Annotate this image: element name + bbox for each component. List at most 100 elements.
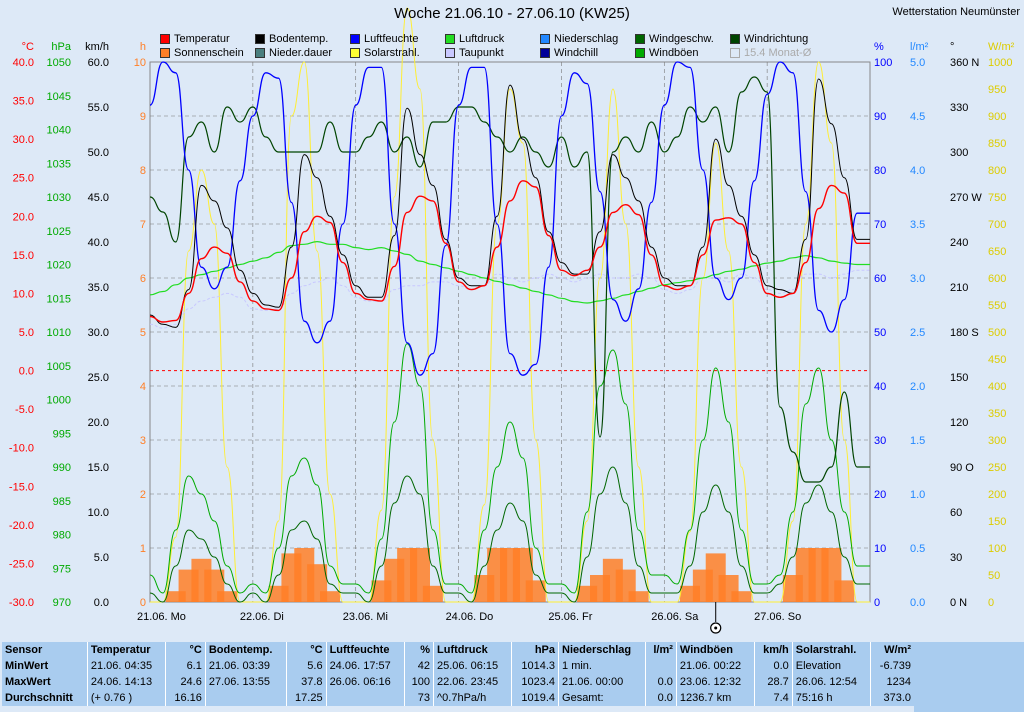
axis-tick-humidity: 60 — [874, 273, 886, 285]
axis-tick-sun: 5 — [140, 327, 146, 339]
legend-item: Niederschlag — [540, 32, 618, 45]
axis-tick-solar: 600 — [988, 273, 1006, 285]
axis-tick-temp: 25.0 — [13, 173, 34, 185]
stats-header-row: Sensor Temperatur °C Bodentemp. °C Luftfeucht… — [2, 642, 914, 658]
legend-item: Luftdruck — [445, 32, 504, 45]
axis-tick-direction: 60 — [950, 507, 962, 519]
axis-tick-temp: -15.0 — [9, 481, 34, 493]
legend-item: Windgeschw. — [635, 32, 714, 45]
legend-label: Windrichtung — [744, 32, 809, 45]
series-pressure — [149, 240, 870, 304]
legend-swatch — [350, 33, 360, 44]
axis-tick-pressure: 1050 — [47, 57, 71, 69]
legend-swatch — [540, 33, 550, 44]
series-soil-temp — [149, 78, 870, 328]
legend-swatch — [730, 33, 740, 44]
legend-label: Sonnenschein — [174, 46, 244, 59]
time-cursor[interactable] — [710, 602, 722, 634]
axis-tick-sun: 3 — [140, 435, 146, 447]
legend-label: Bodentemp. — [269, 32, 329, 45]
axis-tick-pressure: 980 — [53, 530, 71, 542]
axis-tick-solar: 500 — [988, 327, 1006, 339]
axis-tick-temp: 5.0 — [19, 327, 34, 339]
stats-cell: % — [403, 642, 434, 658]
axis-tick-solar: 0 — [988, 597, 994, 609]
legend-swatch — [730, 47, 740, 58]
stats-cell: 0.0 — [645, 690, 677, 706]
sunshine-bar — [165, 591, 186, 602]
axis-tick-wind: 30.0 — [88, 327, 109, 339]
stats-row: MinWert 21.06. 04:35 6.1 21.06. 03:39 5.6 24.… — [2, 658, 914, 674]
axis-tick-sun: 6 — [140, 273, 146, 285]
axis-tick-solar: 150 — [988, 516, 1006, 528]
stats-cell: 1023.4 — [511, 674, 559, 690]
axis-tick-wind: 60.0 — [88, 57, 109, 69]
legend-swatch — [540, 47, 550, 58]
legend-item: Sonnenschein — [160, 46, 244, 59]
stats-cell: 16.16 — [165, 690, 206, 706]
stats-cell: 37.8 — [285, 674, 327, 690]
series-humidity — [149, 61, 870, 376]
axis-tick-solar: 900 — [988, 111, 1006, 123]
stats-table: Sensor Temperatur °C Bodentemp. °C Luftfeucht… — [2, 642, 914, 706]
stats-cell: 23.06. 12:32 — [675, 674, 755, 690]
stats-row: MaxWert 24.06. 14:13 24.6 27.06. 13:55 37.8 2… — [2, 674, 914, 690]
axes: 40.035.030.025.020.015.010.05.00.0-5.0-1… — [9, 41, 1015, 609]
axis-tick-pressure: 990 — [53, 462, 71, 474]
axis-tick-humidity: 20 — [874, 489, 886, 501]
axis-tick-temp: -5.0 — [15, 404, 34, 416]
stats-cell: ^0.7hPa/h — [432, 690, 512, 706]
axis-tick-solar: 550 — [988, 300, 1006, 312]
stats-cell: 26.06. 12:54 — [791, 674, 871, 690]
axis-tick-wind: 35.0 — [88, 282, 109, 294]
axis-tick-wind: 45.0 — [88, 192, 109, 204]
axis-tick-temp: 35.0 — [13, 96, 34, 108]
axis-tick-pressure: 985 — [53, 496, 71, 508]
axis-tick-wind: 40.0 — [88, 237, 109, 249]
axis-tick-direction: 150 — [950, 372, 968, 384]
legend-label: Windböen — [649, 46, 699, 59]
stats-cell: 1234 — [870, 674, 914, 690]
axis-tick-solar: 650 — [988, 246, 1006, 258]
x-tick-label: 24.06. Do — [446, 611, 494, 623]
axis-tick-pressure: 1010 — [47, 327, 71, 339]
stats-cell: km/h — [754, 642, 793, 658]
legend-swatch — [255, 47, 265, 58]
axis-tick-solar: 400 — [988, 381, 1006, 393]
axis-tick-humidity: 30 — [874, 435, 886, 447]
legend-item: Windrichtung — [730, 32, 808, 45]
axis-tick-pressure: 1020 — [47, 260, 71, 272]
axis-tick-direction: 90 O — [950, 462, 974, 474]
stats-cell: 26.06. 06:16 — [325, 674, 405, 690]
axis-tick-rain: 3.0 — [910, 273, 925, 285]
axis-tick-wind: 55.0 — [88, 102, 109, 114]
sunshine-bar — [628, 591, 649, 602]
axis-unit-solar: W/m² — [988, 41, 1015, 53]
axis-unit-temp: °C — [22, 41, 34, 53]
axis-tick-solar: 200 — [988, 489, 1006, 501]
legend-label: Taupunkt — [459, 46, 504, 59]
axis-tick-pressure: 1000 — [47, 395, 71, 407]
stats-cell: 24.06. 14:13 — [86, 674, 166, 690]
series-wind-speed — [149, 466, 870, 603]
stats-cell: 1 min. — [558, 658, 646, 674]
axis-tick-direction: 300 — [950, 147, 968, 159]
stats-cell: °C — [285, 642, 327, 658]
stats-cell: Solarstrahl. — [791, 642, 871, 658]
axis-tick-direction: 30 — [950, 552, 962, 564]
axis-tick-rain: 5.0 — [910, 57, 925, 69]
stats-cell: 17.25 — [285, 690, 327, 706]
stats-cell: 21.06. 04:35 — [86, 658, 166, 674]
stats-cell — [325, 690, 405, 706]
sunshine-bar — [834, 580, 855, 602]
legend-swatch — [445, 47, 455, 58]
axis-tick-sun: 0 — [140, 597, 146, 609]
stats-cell — [204, 690, 287, 706]
stats-cell: 373.0 — [870, 690, 914, 706]
stats-cell: Gesamt: — [558, 690, 646, 706]
axis-tick-sun: 8 — [140, 165, 146, 177]
axis-tick-direction: 240 — [950, 237, 968, 249]
axis-tick-wind: 50.0 — [88, 147, 109, 159]
axis-tick-direction: 180 S — [950, 327, 979, 339]
stats-cell: 0.0 — [754, 658, 793, 674]
